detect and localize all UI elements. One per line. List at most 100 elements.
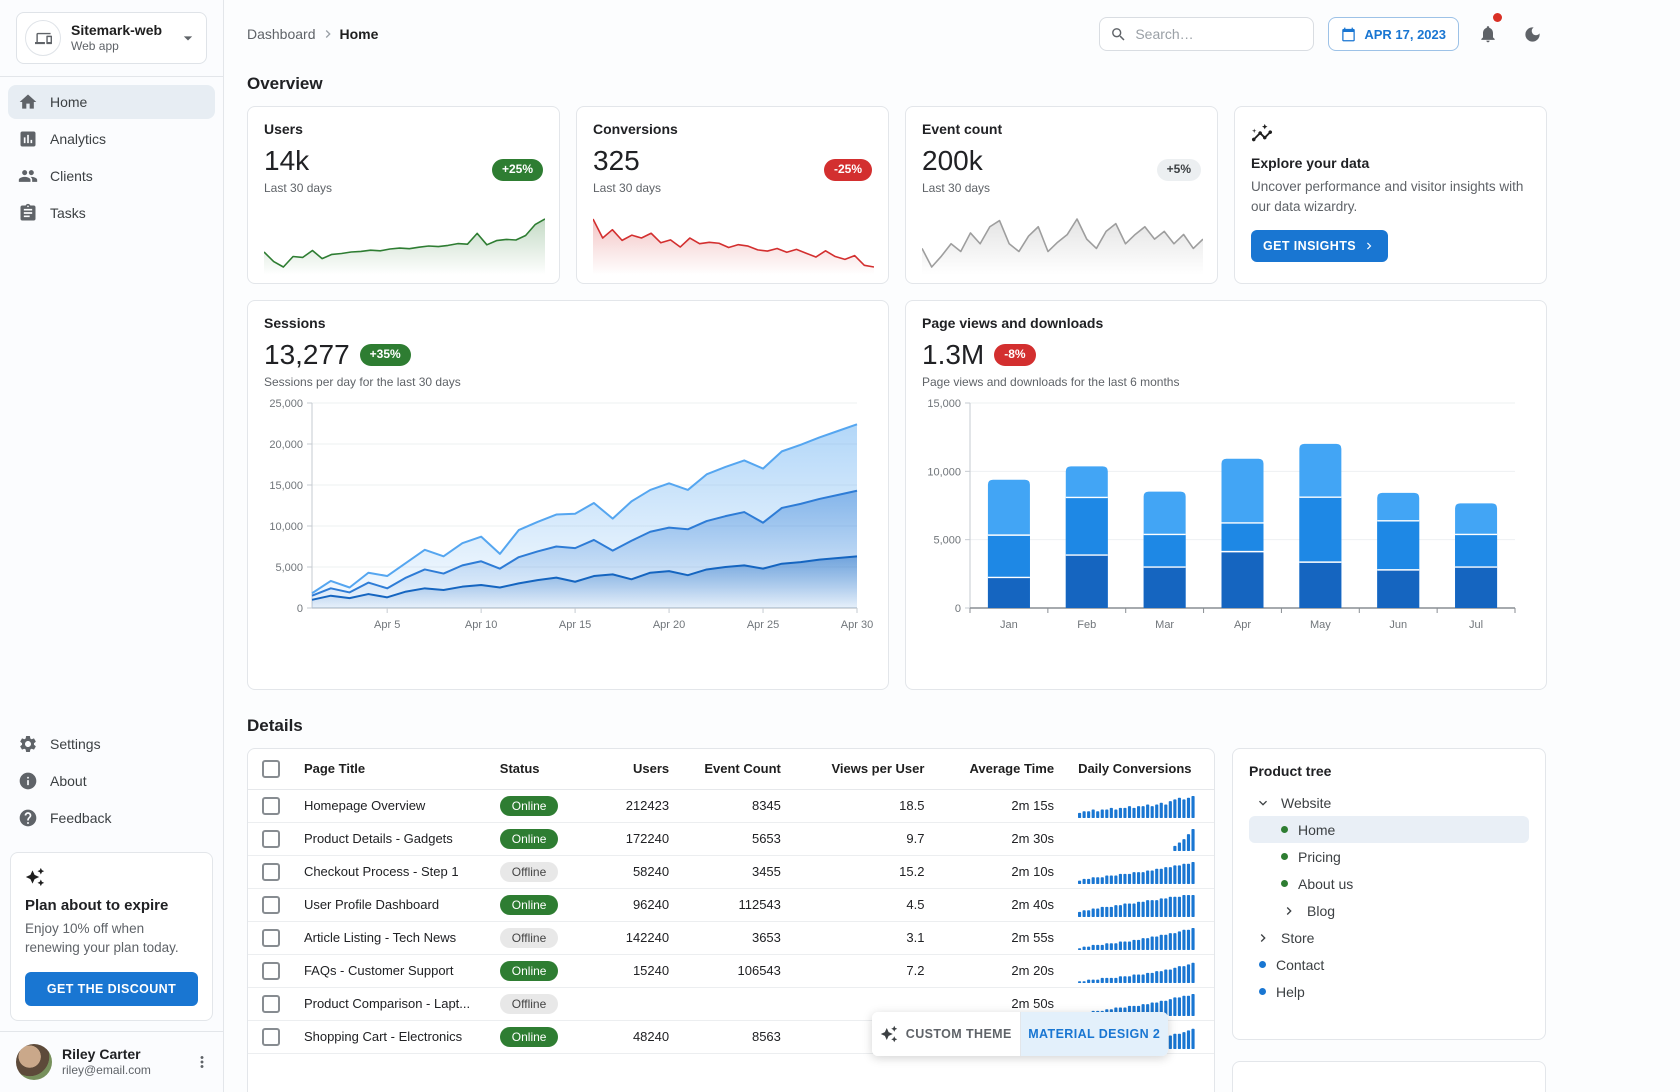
custom-theme-button[interactable]: CUSTOM THEME [872, 1012, 1020, 1056]
svg-text:Jan: Jan [1000, 619, 1018, 631]
tree-item-pricing[interactable]: Pricing [1249, 843, 1529, 870]
table-row[interactable]: User Profile Dashboard Online 96240 112543 4… [248, 888, 1214, 922]
notification-badge [1493, 13, 1502, 22]
table-row[interactable]: FAQs - Customer Support Online 15240 106543… [248, 954, 1214, 988]
tree-item-blog[interactable]: Blog [1249, 897, 1529, 924]
info-icon [18, 771, 38, 791]
avg-time-cell: 2m 10s [934, 855, 1065, 889]
row-checkbox[interactable] [262, 961, 280, 980]
sidebar-item-home[interactable]: Home [8, 85, 215, 119]
views-per-user-cell: 15.2 [790, 855, 935, 889]
get-discount-button[interactable]: GET THE DISCOUNT [25, 972, 198, 1006]
sidebar-item-tasks[interactable]: Tasks [8, 196, 215, 230]
devices-icon [25, 20, 61, 56]
analytics-icon [18, 129, 38, 149]
app-selector[interactable]: Sitemark-web Web app [16, 12, 207, 64]
users-cell [597, 987, 680, 1021]
sidebar: Sitemark-web Web app Home Analytics Client… [0, 0, 224, 1092]
clients-icon [18, 166, 38, 186]
tree-item-website[interactable]: Website [1249, 789, 1529, 816]
search-icon [1110, 26, 1127, 43]
event-count-cell: 106543 [679, 954, 791, 988]
row-checkbox[interactable] [262, 994, 280, 1013]
views-per-user-cell: 18.5 [790, 789, 935, 823]
row-checkbox[interactable] [262, 928, 280, 947]
page-title-cell: FAQs - Customer Support [303, 963, 454, 978]
col-daily-conversions: Daily Conversions [1064, 749, 1214, 790]
more-options-icon[interactable] [193, 1053, 211, 1071]
svg-text:20,000: 20,000 [269, 439, 303, 451]
table-row[interactable]: Homepage Overview Online 212423 8345 18.5 2m … [248, 789, 1214, 823]
user-email: riley@email.com [62, 1063, 151, 1078]
stat-title: Event count [922, 121, 1003, 137]
avatar [16, 1044, 52, 1080]
stat-value: 325 [593, 145, 640, 176]
table-header-row: Page Title Status Users Event Count View… [248, 749, 1214, 790]
avg-time-cell: 2m 40s [934, 888, 1065, 922]
stat-caption: Last 30 days [922, 181, 991, 195]
app-name: Sitemark-web [71, 21, 163, 38]
stat-card-users: Users 14k +25% Last 30 days [247, 106, 560, 284]
page-title-cell: Product Details - Gadgets [303, 831, 453, 846]
row-checkbox[interactable] [262, 796, 280, 815]
material-design-2-button[interactable]: MATERIAL DESIGN 2 [1019, 1012, 1168, 1056]
sidebar-item-settings[interactable]: Settings [8, 727, 215, 761]
sidebar-item-clients[interactable]: Clients [8, 159, 215, 193]
svg-text:Jun: Jun [1389, 619, 1407, 631]
dark-mode-toggle[interactable] [1517, 19, 1547, 49]
row-checkbox[interactable] [262, 862, 280, 881]
select-all-checkbox[interactable] [262, 759, 280, 778]
tree-item-label: Home [1298, 821, 1336, 838]
tree-item-label: Store [1281, 929, 1315, 946]
table-row[interactable]: Checkout Process - Step 1 Offline 58240 345… [248, 855, 1214, 889]
breadcrumb-dashboard[interactable]: Dashboard [247, 26, 316, 42]
overview-title: Overview [247, 74, 323, 93]
chevron-right-icon [1281, 903, 1297, 919]
page-title-cell: Product Comparison - Lapt... [303, 996, 471, 1011]
tree-item-label: About us [1298, 875, 1354, 892]
svg-text:5,000: 5,000 [933, 535, 961, 547]
sidebar-item-analytics[interactable]: Analytics [8, 122, 215, 156]
status-badge: Online [499, 894, 559, 915]
plan-title: Plan about to expire [25, 896, 169, 914]
notifications-button[interactable] [1473, 13, 1503, 49]
search-input[interactable] [1135, 26, 1317, 42]
user-profile: Riley Carter riley@email.com [0, 1031, 223, 1092]
users-cell: 172240 [597, 822, 680, 856]
breadcrumb: Dashboard Home [247, 26, 378, 42]
tree-item-contact[interactable]: Contact [1249, 951, 1529, 978]
tree-item-home[interactable]: Home [1249, 816, 1529, 843]
chevron-right-icon [1255, 930, 1271, 946]
event-count-cell: 112543 [679, 888, 791, 922]
sessions-caption: Sessions per day for the last 30 days [264, 375, 461, 389]
users-cell: 142240 [597, 921, 680, 955]
tree-item-help[interactable]: Help [1249, 978, 1529, 1005]
row-checkbox[interactable] [262, 829, 280, 848]
sidebar-item-label: Feedback [50, 809, 112, 826]
table-row[interactable]: Article Listing - Tech News Offline 142240… [248, 921, 1214, 955]
sidebar-item-feedback[interactable]: Feedback [8, 801, 215, 835]
row-checkbox[interactable] [262, 895, 280, 914]
daily-conversions-sparkbar [1078, 827, 1204, 851]
charts-row: Sessions 13,277 +35% Sessions per day fo… [247, 300, 1547, 690]
date-label: APR 17, 2023 [1364, 26, 1446, 42]
search-box [1099, 17, 1317, 51]
details-title: Details [247, 716, 303, 735]
pageviews-title: Page views and downloads [922, 315, 1104, 331]
stat-card-event-count: Event count 200k +5% Last 30 days [905, 106, 1218, 284]
sparkline-chart [264, 213, 545, 275]
tree-item-store[interactable]: Store [1249, 924, 1529, 951]
date-picker-button[interactable]: APR 17, 2023 [1328, 17, 1459, 51]
get-insights-button[interactable]: GET INSIGHTS [1251, 229, 1389, 262]
pageviews-bar-chart: 0 5,000 10,000 15,000 Jan Feb Mar Apr May Jun Jul [922, 395, 1530, 651]
event-count-cell: 3653 [679, 921, 791, 955]
event-count-cell: 5653 [679, 822, 791, 856]
svg-text:Apr: Apr [1234, 619, 1251, 631]
table-row[interactable]: Product Details - Gadgets Online 172240 565… [248, 822, 1214, 856]
users-cell: 96240 [597, 888, 680, 922]
users-cell: 212423 [597, 789, 680, 823]
sidebar-item-about[interactable]: About [8, 764, 215, 798]
row-checkbox[interactable] [262, 1027, 280, 1046]
tree-item-about-us[interactable]: About us [1249, 870, 1529, 897]
